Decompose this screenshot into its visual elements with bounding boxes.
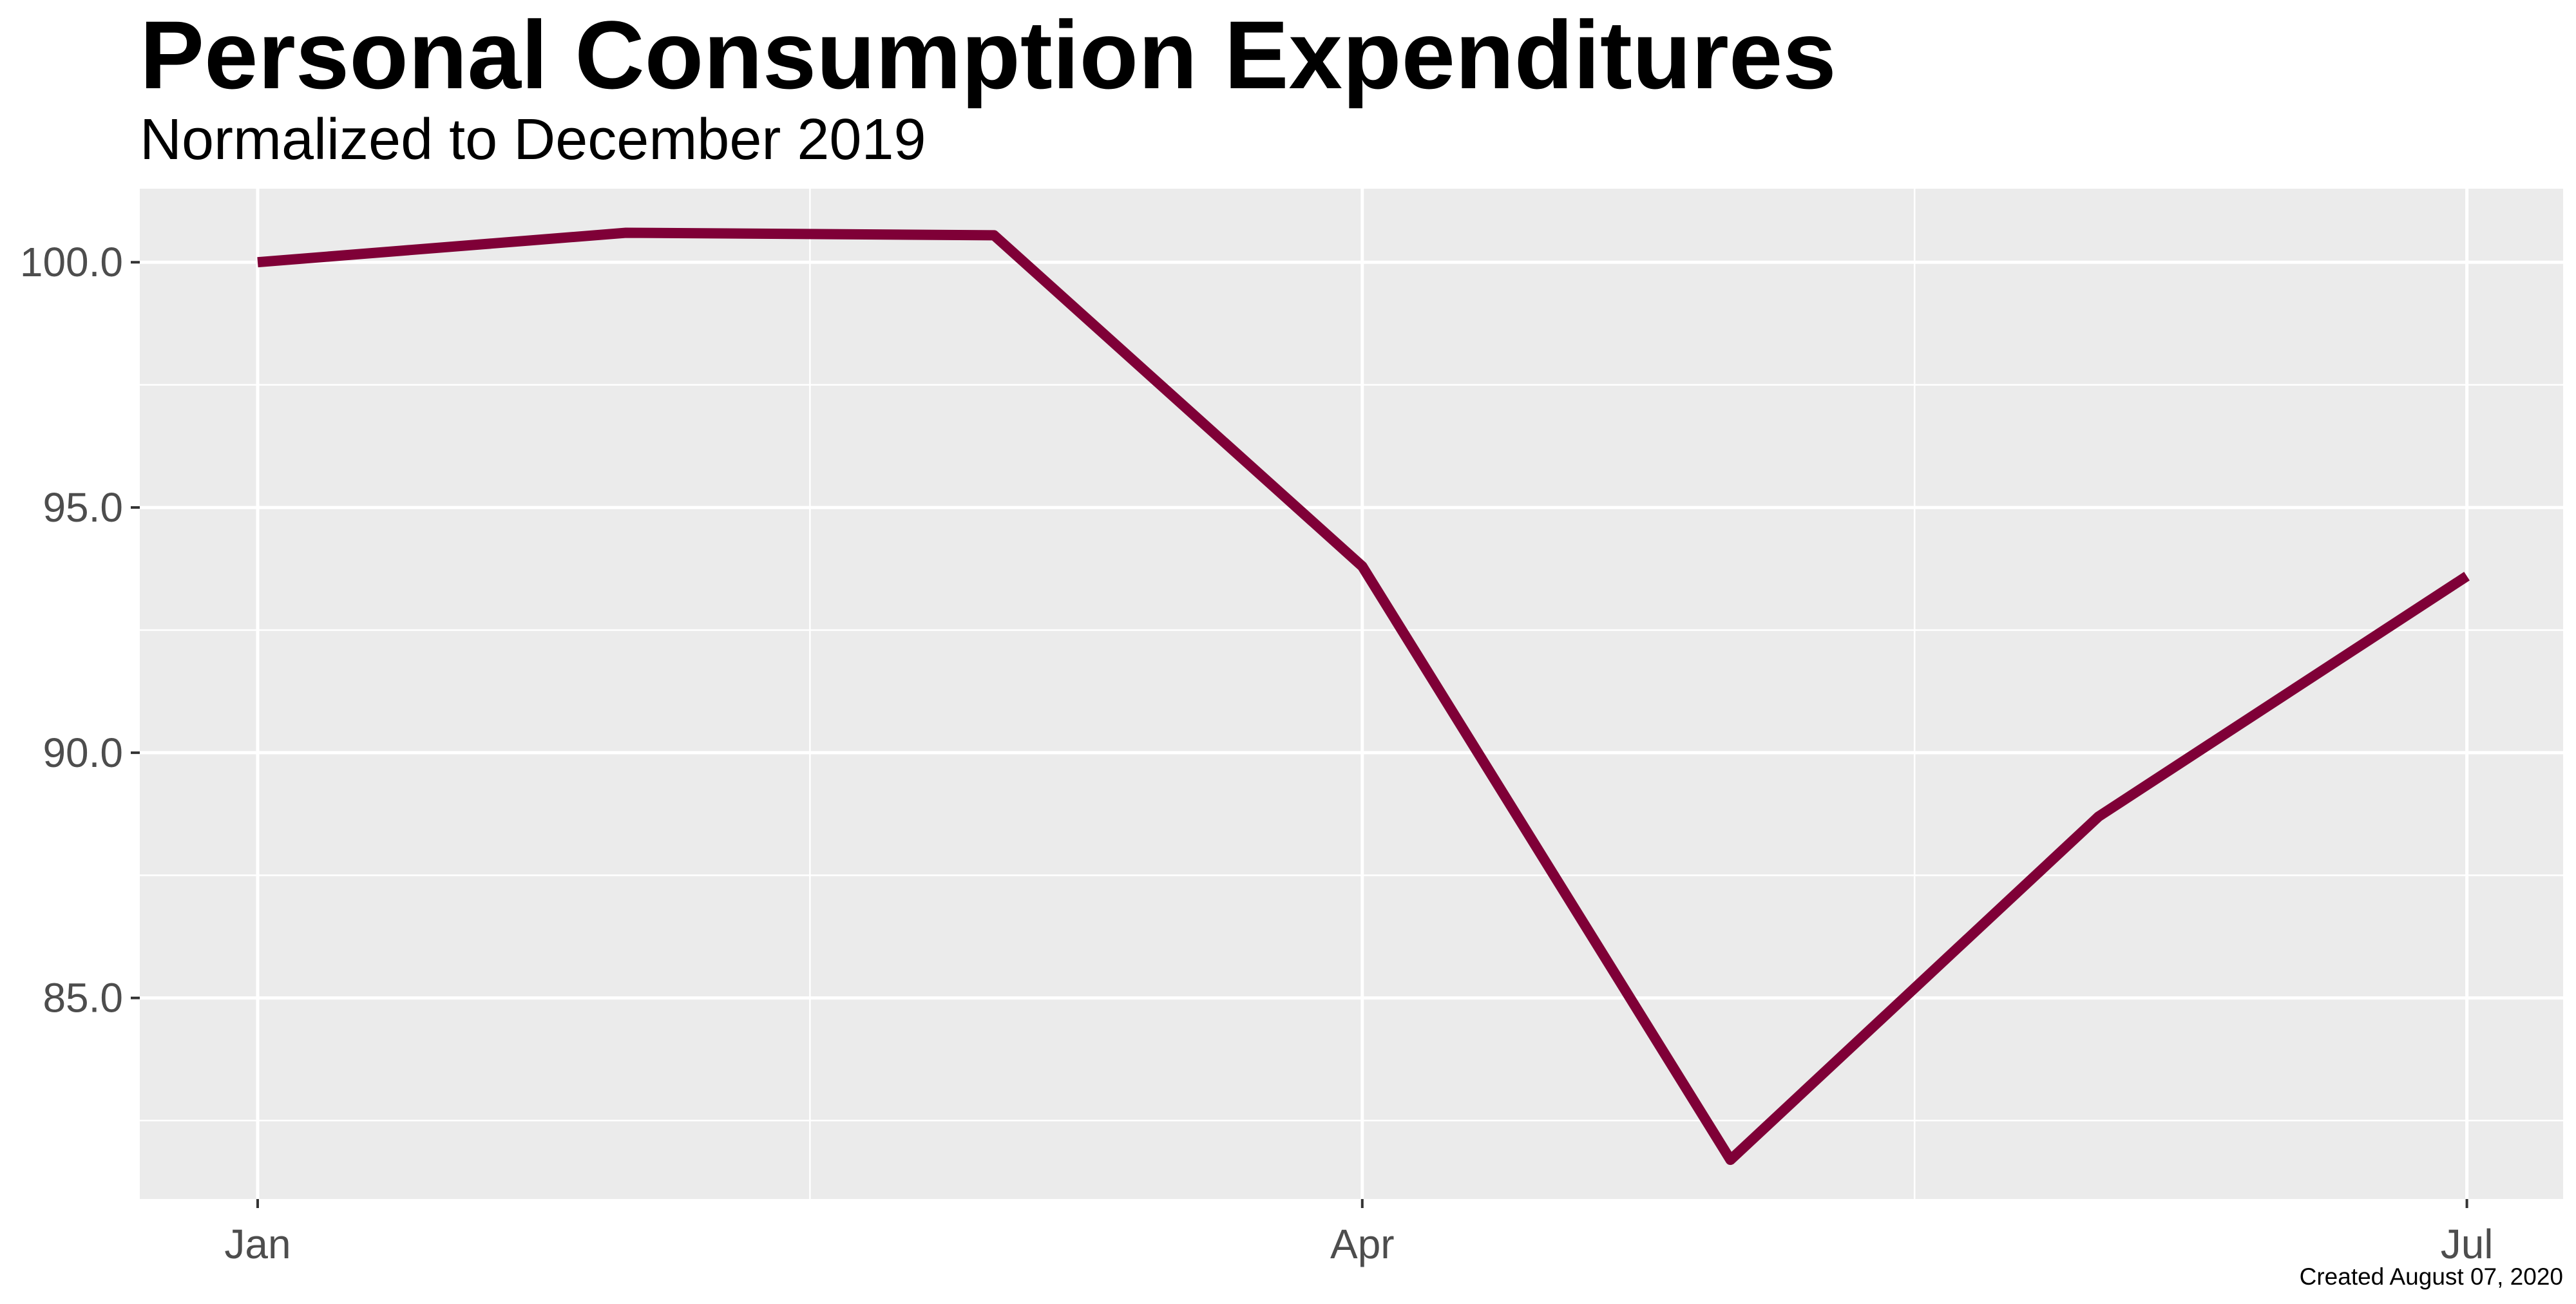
x-tick-label: Jan	[224, 1221, 291, 1267]
axis-ticks	[131, 261, 2468, 1208]
major-gridlines	[140, 189, 2563, 1199]
minor-gridlines	[140, 189, 2563, 1199]
y-tick-label: 100.0	[20, 239, 123, 285]
y-tick-label: 85.0	[43, 975, 123, 1021]
series-line	[257, 227, 2470, 1166]
y-axis-labels: 85.0 90.0 95.0 100.0	[20, 239, 123, 1021]
chart-caption: Created August 07, 2020	[2299, 1263, 2563, 1290]
y-tick-label: 95.0	[43, 484, 123, 531]
x-tick-label: Jul	[2441, 1221, 2494, 1267]
plot-panel	[140, 189, 2563, 1199]
x-axis-labels: Jan Apr Jul	[224, 1221, 2493, 1267]
y-tick-label: 90.0	[43, 730, 123, 776]
x-tick-label: Apr	[1330, 1221, 1395, 1267]
chart-subtitle: Normalized to December 2019	[140, 108, 926, 172]
chart-title: Personal Consumption Expenditures	[140, 1, 1837, 109]
series-layer	[257, 227, 2470, 1166]
